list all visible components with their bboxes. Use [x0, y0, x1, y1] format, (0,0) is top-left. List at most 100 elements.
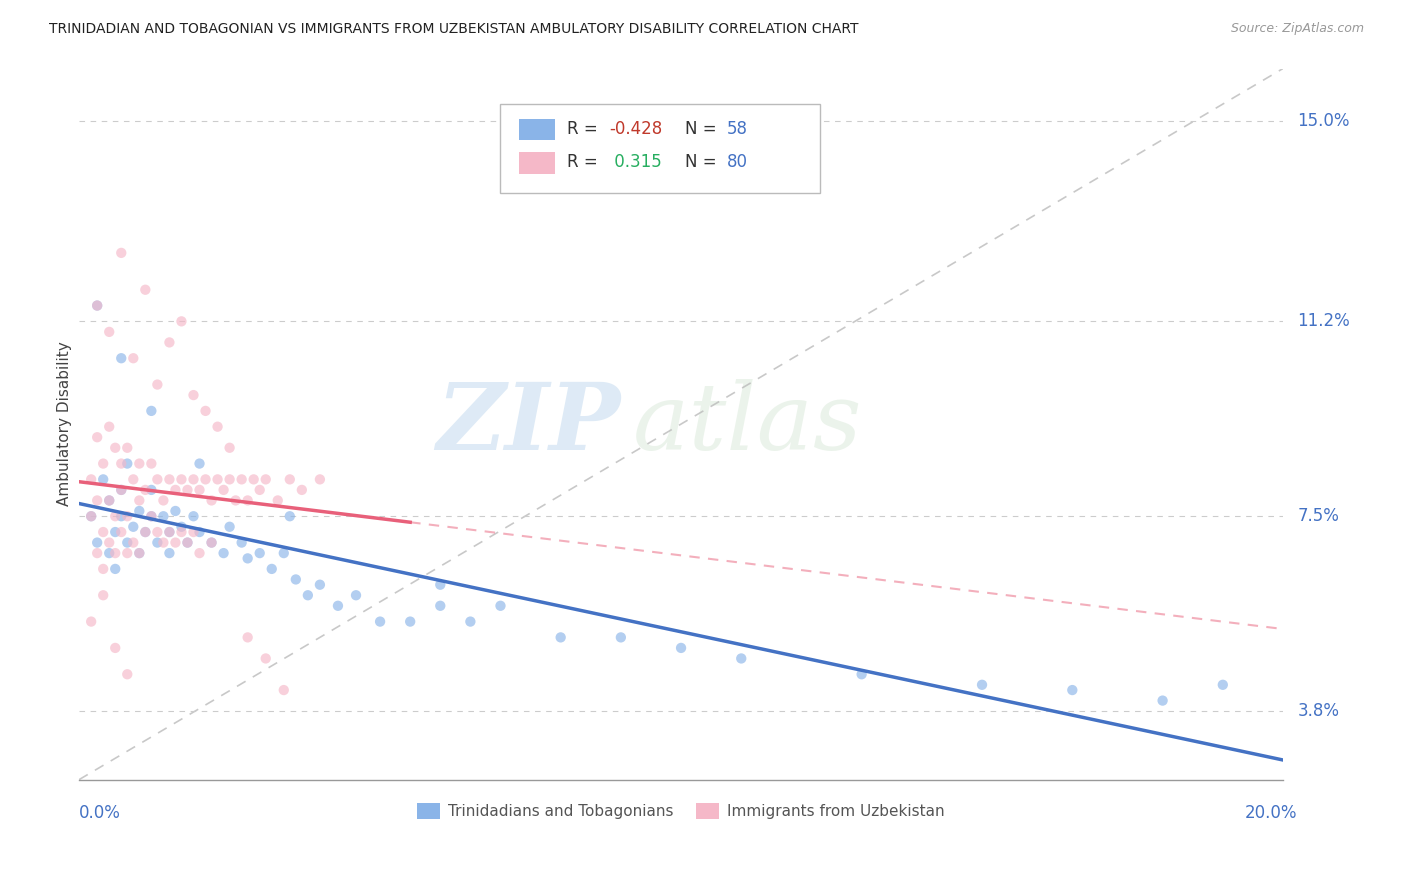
Point	[970, 678, 993, 692]
Point	[291, 483, 314, 497]
Text: 20.0%: 20.0%	[1244, 805, 1298, 822]
Point	[254, 472, 277, 486]
Point	[278, 472, 301, 486]
Point	[117, 535, 139, 549]
Point	[157, 472, 180, 486]
Point	[176, 483, 198, 497]
Text: Source: ZipAtlas.com: Source: ZipAtlas.com	[1230, 22, 1364, 36]
Point	[152, 509, 174, 524]
Point	[212, 546, 235, 560]
Point	[122, 351, 145, 366]
Point	[110, 483, 132, 497]
Point	[91, 562, 114, 576]
Point	[86, 535, 108, 549]
Point	[86, 546, 108, 560]
Point	[98, 546, 121, 560]
Point	[104, 640, 127, 655]
FancyBboxPatch shape	[519, 153, 554, 174]
Point	[134, 524, 156, 539]
Point	[134, 524, 156, 539]
Text: 15.0%: 15.0%	[1298, 112, 1350, 130]
Point	[284, 573, 307, 587]
Point	[200, 535, 222, 549]
Point	[236, 631, 259, 645]
Point	[128, 504, 150, 518]
Point	[110, 245, 132, 260]
Point	[110, 509, 132, 524]
Point	[254, 651, 277, 665]
Point	[117, 509, 139, 524]
Point	[309, 578, 332, 592]
Point	[326, 599, 349, 613]
Point	[183, 524, 205, 539]
Point	[98, 325, 121, 339]
Point	[165, 504, 187, 518]
Point	[170, 472, 193, 486]
Point	[183, 388, 205, 402]
Point	[218, 520, 240, 534]
Point	[98, 493, 121, 508]
Point	[188, 546, 211, 560]
Text: atlas: atlas	[633, 379, 862, 469]
Text: N =: N =	[685, 153, 721, 171]
Point	[157, 335, 180, 350]
Point	[91, 588, 114, 602]
Point	[429, 599, 451, 613]
Point	[104, 509, 127, 524]
Point	[218, 472, 240, 486]
Text: 0.315: 0.315	[609, 153, 662, 171]
Point	[170, 524, 193, 539]
Point	[141, 509, 163, 524]
Point	[165, 483, 187, 497]
FancyBboxPatch shape	[501, 104, 820, 193]
Point	[146, 524, 169, 539]
Point	[141, 457, 163, 471]
Point	[231, 535, 253, 549]
Point	[110, 524, 132, 539]
Point	[1212, 678, 1234, 692]
Point	[110, 457, 132, 471]
Point	[117, 546, 139, 560]
Point	[122, 520, 145, 534]
Point	[117, 457, 139, 471]
Point	[128, 546, 150, 560]
Point	[368, 615, 391, 629]
Point	[86, 299, 108, 313]
Text: 7.5%: 7.5%	[1298, 508, 1340, 525]
Point	[200, 535, 222, 549]
Point	[122, 535, 145, 549]
Point	[128, 457, 150, 471]
Point	[80, 615, 103, 629]
Point	[550, 631, 572, 645]
Point	[98, 493, 121, 508]
Point	[104, 441, 127, 455]
Text: 0.0%: 0.0%	[79, 805, 121, 822]
Point	[170, 314, 193, 328]
Point	[207, 419, 229, 434]
Point	[134, 283, 156, 297]
Legend: Trinidadians and Tobagonians, Immigrants from Uzbekistan: Trinidadians and Tobagonians, Immigrants…	[412, 797, 950, 825]
Point	[165, 535, 187, 549]
Point	[80, 509, 103, 524]
Text: TRINIDADIAN AND TOBAGONIAN VS IMMIGRANTS FROM UZBEKISTAN AMBULATORY DISABILITY C: TRINIDADIAN AND TOBAGONIAN VS IMMIGRANTS…	[49, 22, 859, 37]
Point	[80, 472, 103, 486]
Point	[212, 483, 235, 497]
Point	[200, 493, 222, 508]
Point	[194, 472, 217, 486]
Text: 80: 80	[727, 153, 748, 171]
Point	[267, 493, 290, 508]
Point	[489, 599, 512, 613]
Point	[1152, 693, 1174, 707]
Point	[86, 430, 108, 444]
Point	[91, 457, 114, 471]
Point	[141, 483, 163, 497]
Point	[188, 483, 211, 497]
Point	[146, 472, 169, 486]
Point	[152, 493, 174, 508]
Point	[273, 683, 295, 698]
Point	[104, 546, 127, 560]
Point	[157, 546, 180, 560]
Point	[98, 419, 121, 434]
Point	[236, 493, 259, 508]
Point	[117, 441, 139, 455]
